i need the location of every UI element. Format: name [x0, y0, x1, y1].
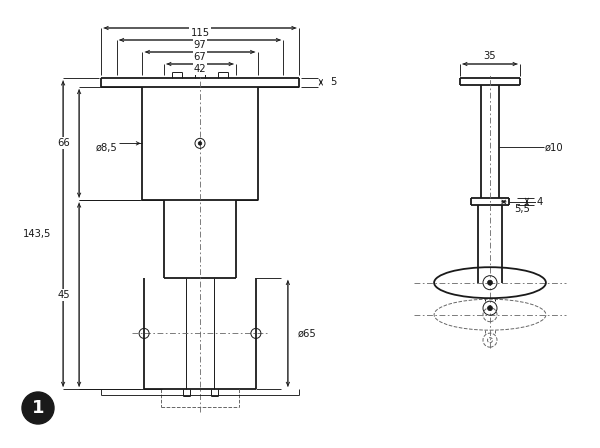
Text: 5: 5	[330, 78, 336, 87]
Circle shape	[198, 142, 202, 145]
Text: 115: 115	[190, 28, 209, 38]
Circle shape	[22, 392, 54, 424]
Text: 67: 67	[194, 52, 206, 62]
Text: 5,5: 5,5	[514, 204, 530, 214]
Circle shape	[487, 306, 493, 310]
Text: 143,5: 143,5	[23, 228, 51, 239]
Text: ø10: ø10	[545, 142, 563, 152]
Text: 97: 97	[194, 40, 206, 50]
Text: 42: 42	[194, 64, 206, 74]
Text: ø65: ø65	[298, 328, 317, 338]
Text: 45: 45	[58, 290, 70, 300]
Text: 66: 66	[58, 138, 70, 148]
Text: 1: 1	[32, 399, 44, 417]
Text: ø8,5: ø8,5	[95, 143, 118, 153]
Circle shape	[487, 280, 493, 285]
Text: 4: 4	[537, 197, 543, 207]
Text: 35: 35	[484, 51, 496, 61]
